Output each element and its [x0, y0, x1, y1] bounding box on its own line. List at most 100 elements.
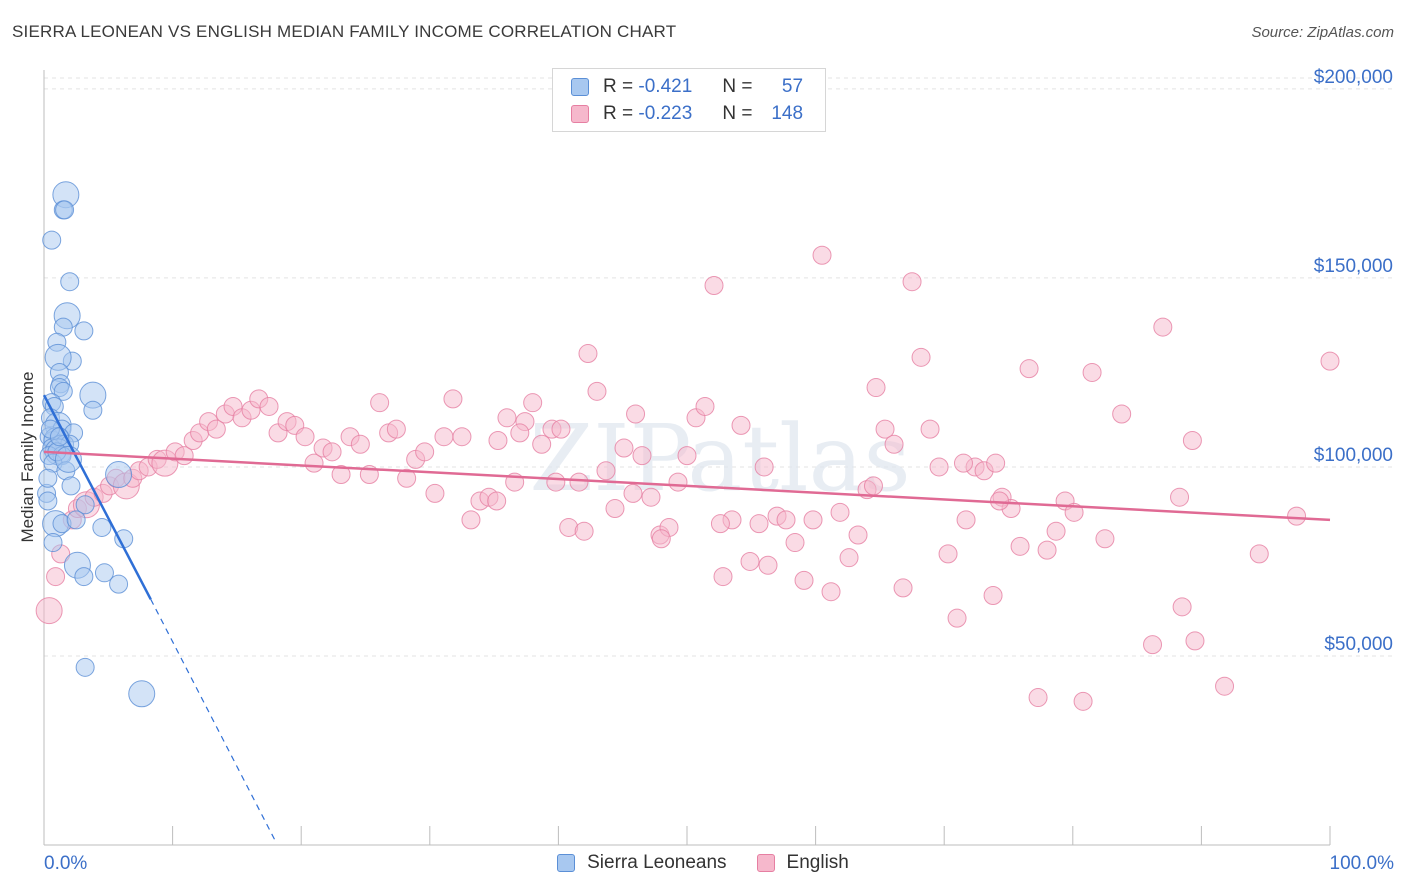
english-point — [839, 548, 859, 568]
blue-swatch — [557, 854, 576, 872]
sierra-leonean-point — [74, 567, 94, 587]
y-tick-label: $50,000 — [1324, 634, 1393, 655]
english-point — [929, 457, 949, 477]
english-point — [875, 419, 895, 439]
legend-label: English — [786, 852, 849, 873]
english-point — [651, 529, 671, 549]
sierra-leonean-point — [55, 200, 75, 220]
sierra-leonean-trend-line — [42, 394, 152, 600]
sierra-leonean-point — [43, 533, 63, 553]
english-point — [938, 544, 958, 564]
english-point — [487, 491, 507, 511]
english-trend-line — [43, 450, 1331, 522]
english-point — [749, 514, 769, 534]
english-point — [510, 423, 530, 443]
sierra-leonean-trend-extension — [150, 598, 277, 842]
r-label: R = — [603, 76, 634, 97]
english-point — [551, 419, 571, 439]
english-point — [848, 525, 868, 545]
english-point — [370, 393, 390, 413]
english-point — [322, 442, 342, 462]
sierra-leonean-point — [105, 461, 133, 489]
english-point — [953, 453, 973, 473]
english-point — [1249, 544, 1269, 564]
english-point — [331, 465, 351, 485]
r-value: -0.223 — [638, 103, 693, 124]
source-label: Source: ZipAtlas.com — [1251, 24, 1394, 41]
n-value: 57 — [781, 76, 804, 97]
english-point — [614, 438, 634, 458]
series-legend: Sierra Leoneans English — [0, 852, 1406, 874]
sierra-leonean-point — [109, 574, 129, 594]
english-point — [259, 396, 279, 416]
sierra-leonean-point — [92, 517, 112, 537]
english-point — [569, 472, 589, 492]
english-point — [920, 419, 940, 439]
english-point — [452, 427, 472, 447]
english-point — [461, 510, 481, 530]
english-point — [695, 396, 715, 416]
sierra-leonean-point — [61, 476, 81, 496]
english-point — [523, 393, 543, 413]
sierra-leonean-point — [38, 491, 58, 511]
english-point — [893, 578, 913, 598]
sierra-leonean-points — [37, 181, 156, 708]
n-label: N = — [722, 76, 753, 97]
watermark: ZIPatlas — [529, 405, 910, 512]
english-point — [295, 427, 315, 447]
english-point — [902, 272, 922, 292]
english-point — [488, 430, 508, 450]
english-point — [758, 555, 778, 575]
english-point — [1320, 351, 1340, 371]
y-tick-label: $150,000 — [1314, 256, 1393, 277]
english-point — [587, 381, 607, 401]
pink-swatch — [756, 854, 775, 872]
english-point — [350, 434, 370, 454]
english-point — [794, 570, 814, 590]
n-label: N = — [722, 103, 753, 124]
english-point — [1028, 688, 1048, 708]
x-tick-label: 100.0% — [1330, 853, 1395, 874]
english-point — [1185, 631, 1205, 651]
legend-item-sierra-leoneans[interactable]: Sierra Leoneans — [557, 852, 727, 874]
english-point — [623, 483, 643, 503]
pink-swatch — [571, 105, 589, 123]
english-point — [884, 434, 904, 454]
english-point — [866, 378, 886, 398]
english-point — [605, 499, 625, 519]
blue-swatch — [571, 78, 589, 96]
english-point — [776, 510, 796, 530]
sierra-leonean-point — [75, 657, 95, 677]
english-point — [947, 608, 967, 628]
english-point — [863, 476, 883, 496]
stats-legend: R = -0.421 N = 57 R = -0.223 N = 148 — [552, 68, 826, 132]
english-point — [754, 457, 774, 477]
english-point — [434, 427, 454, 447]
english-point — [596, 461, 616, 481]
legend-row-sierra-leoneans: R = -0.421 N = 57 — [571, 74, 803, 100]
english-point — [1170, 487, 1190, 507]
english-point — [1153, 317, 1173, 337]
english-point — [206, 419, 226, 439]
chart-title: SIERRA LEONEAN VS ENGLISH MEDIAN FAMILY … — [12, 22, 677, 41]
sierra-leonean-point — [83, 400, 103, 420]
english-point — [1112, 404, 1132, 424]
english-point — [983, 585, 1003, 605]
english-point — [803, 510, 823, 530]
english-point — [710, 514, 730, 534]
english-point — [713, 567, 733, 587]
english-point — [812, 245, 832, 265]
english-point — [415, 442, 435, 462]
r-value: -0.421 — [638, 76, 693, 97]
legend-label: Sierra Leoneans — [587, 852, 727, 873]
english-point — [668, 472, 688, 492]
english-point — [1287, 506, 1307, 526]
y-tick-label: $200,000 — [1314, 67, 1393, 88]
english-point — [497, 408, 517, 428]
english-point — [626, 404, 646, 424]
english-point — [1143, 635, 1163, 655]
english-point — [397, 468, 417, 488]
legend-item-english[interactable]: English — [756, 852, 849, 874]
english-point — [578, 344, 598, 364]
sierra-leonean-point — [60, 272, 80, 292]
